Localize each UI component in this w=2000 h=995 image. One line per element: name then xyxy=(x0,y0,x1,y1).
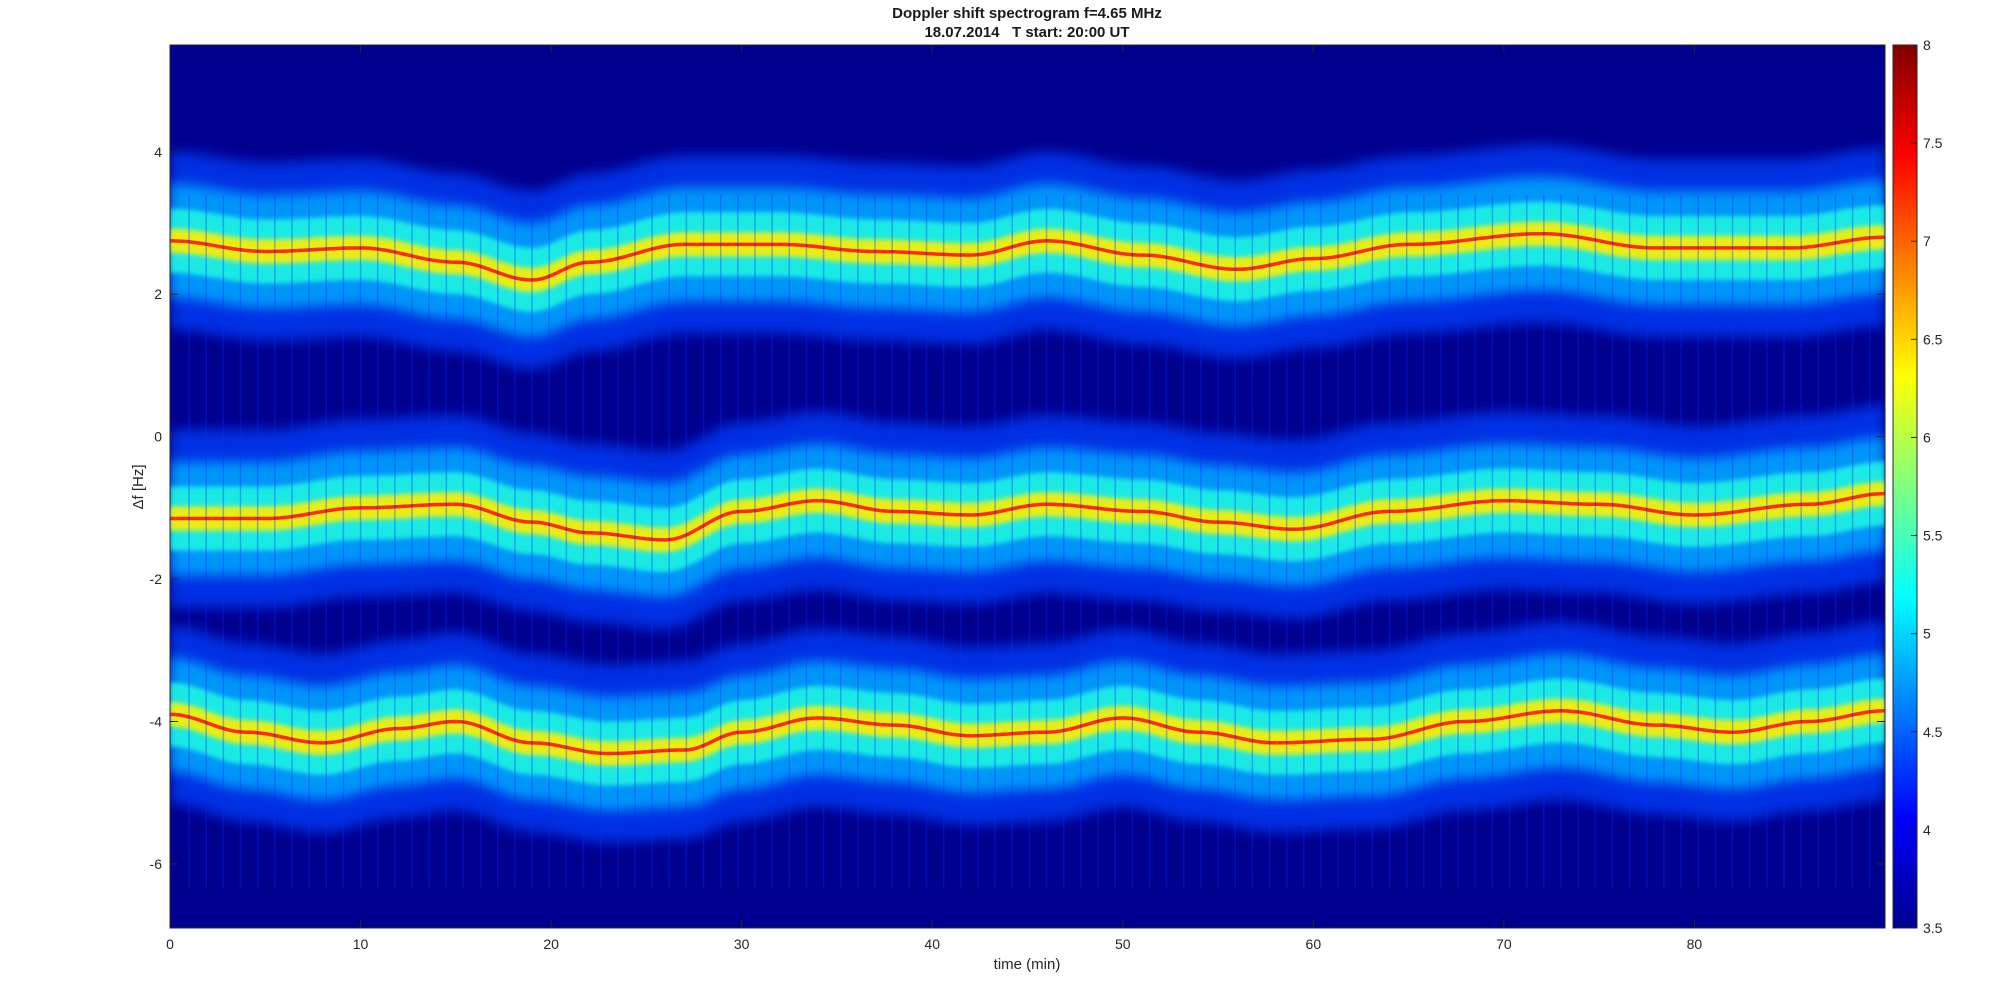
colorbar-tick-label: 3.5 xyxy=(1923,920,1943,936)
colorbar-tick-label: 5 xyxy=(1923,626,1931,642)
colorbar-tick-label: 6.5 xyxy=(1923,331,1943,347)
colorbar-tick-label: 7 xyxy=(1923,233,1931,249)
colorbar-tick-label: 6 xyxy=(1923,429,1931,445)
plot-area xyxy=(169,44,1886,929)
y-tick-label: -6 xyxy=(150,856,163,872)
x-tick-label: 60 xyxy=(1306,936,1322,952)
y-tick-label: 4 xyxy=(154,144,162,160)
chart-subtitle: 18.07.2014 T start: 20:00 UT xyxy=(924,24,1129,41)
colorbar-tick-label: 8 xyxy=(1923,37,1931,53)
x-tick-label: 70 xyxy=(1496,936,1512,952)
interference-stripes xyxy=(188,195,1871,888)
colorbar-gradient xyxy=(1892,44,1918,929)
x-axis: 0 10 20 30 40 50 60 70 80 xyxy=(166,45,1702,952)
plot-frame xyxy=(169,44,1886,929)
trace-1 xyxy=(170,144,1885,369)
spectrum-layer xyxy=(170,144,1885,888)
trace-band xyxy=(170,221,1885,293)
colorbar-tick-label: 4.5 xyxy=(1923,724,1943,740)
trace-ridge xyxy=(170,709,1885,756)
trace-3 xyxy=(170,621,1885,843)
chart-title: Doppler shift spectrogram f=4.65 MHz xyxy=(892,5,1162,22)
trace-2 xyxy=(170,404,1885,629)
y-tick-label: -2 xyxy=(150,571,163,587)
x-tick-label: 30 xyxy=(734,936,750,952)
colorbar: 3.5 4 4.5 5 5.5 6 6.5 7 7.5 8 xyxy=(1892,37,1943,936)
x-tick-label: 40 xyxy=(924,936,940,952)
colorbar-tick-label: 5.5 xyxy=(1923,528,1943,544)
y-tick-label: -4 xyxy=(150,713,163,729)
x-tick-label: 20 xyxy=(543,936,559,952)
y-axis-label: Δf [Hz] xyxy=(130,464,147,509)
x-tick-label: 0 xyxy=(166,936,174,952)
trace-ridge xyxy=(170,491,1885,542)
colorbar-tick-label: 7.5 xyxy=(1923,135,1943,151)
x-tick-label: 50 xyxy=(1115,936,1131,952)
y-tick-label: 2 xyxy=(154,286,162,302)
x-tick-label: 80 xyxy=(1687,936,1703,952)
y-axis: -6 -4 -2 0 2 4 xyxy=(150,144,1885,872)
colorbar-tick-label: 4 xyxy=(1923,822,1931,838)
colorbar-ticks: 3.5 4 4.5 5 5.5 6 6.5 7 7.5 8 xyxy=(1911,37,1943,936)
x-tick-label: 10 xyxy=(353,936,369,952)
trace-ridge xyxy=(170,231,1885,282)
y-tick-label: 0 xyxy=(154,429,162,445)
x-axis-label: time (min) xyxy=(994,956,1061,973)
trace-band xyxy=(170,201,1885,312)
